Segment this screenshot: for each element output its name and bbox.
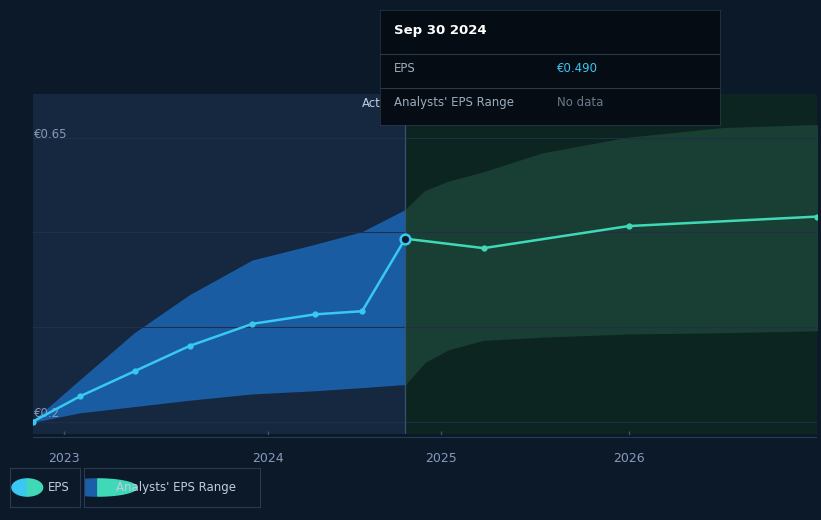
Text: EPS: EPS	[48, 481, 70, 494]
Text: Analysts' EPS Range: Analysts' EPS Range	[393, 96, 514, 109]
Polygon shape	[12, 479, 27, 496]
Bar	[406, 94, 817, 434]
Text: €0.65: €0.65	[34, 128, 68, 141]
Bar	[33, 94, 406, 434]
Text: Sep 30 2024: Sep 30 2024	[393, 24, 486, 37]
Text: EPS: EPS	[393, 62, 415, 75]
Text: Actual: Actual	[362, 97, 399, 110]
Text: €0.490: €0.490	[557, 62, 598, 75]
Text: Analysts' EPS Range: Analysts' EPS Range	[116, 481, 236, 494]
Text: 2023: 2023	[48, 452, 80, 465]
Text: 2025: 2025	[424, 452, 456, 465]
Text: 2024: 2024	[252, 452, 284, 465]
Text: Analysts Forecasts: Analysts Forecasts	[415, 97, 525, 110]
Text: No data: No data	[557, 96, 603, 109]
Polygon shape	[98, 479, 136, 496]
Text: 2026: 2026	[613, 452, 644, 465]
Text: €0.2: €0.2	[34, 407, 61, 420]
Polygon shape	[59, 479, 98, 496]
Polygon shape	[27, 479, 43, 496]
